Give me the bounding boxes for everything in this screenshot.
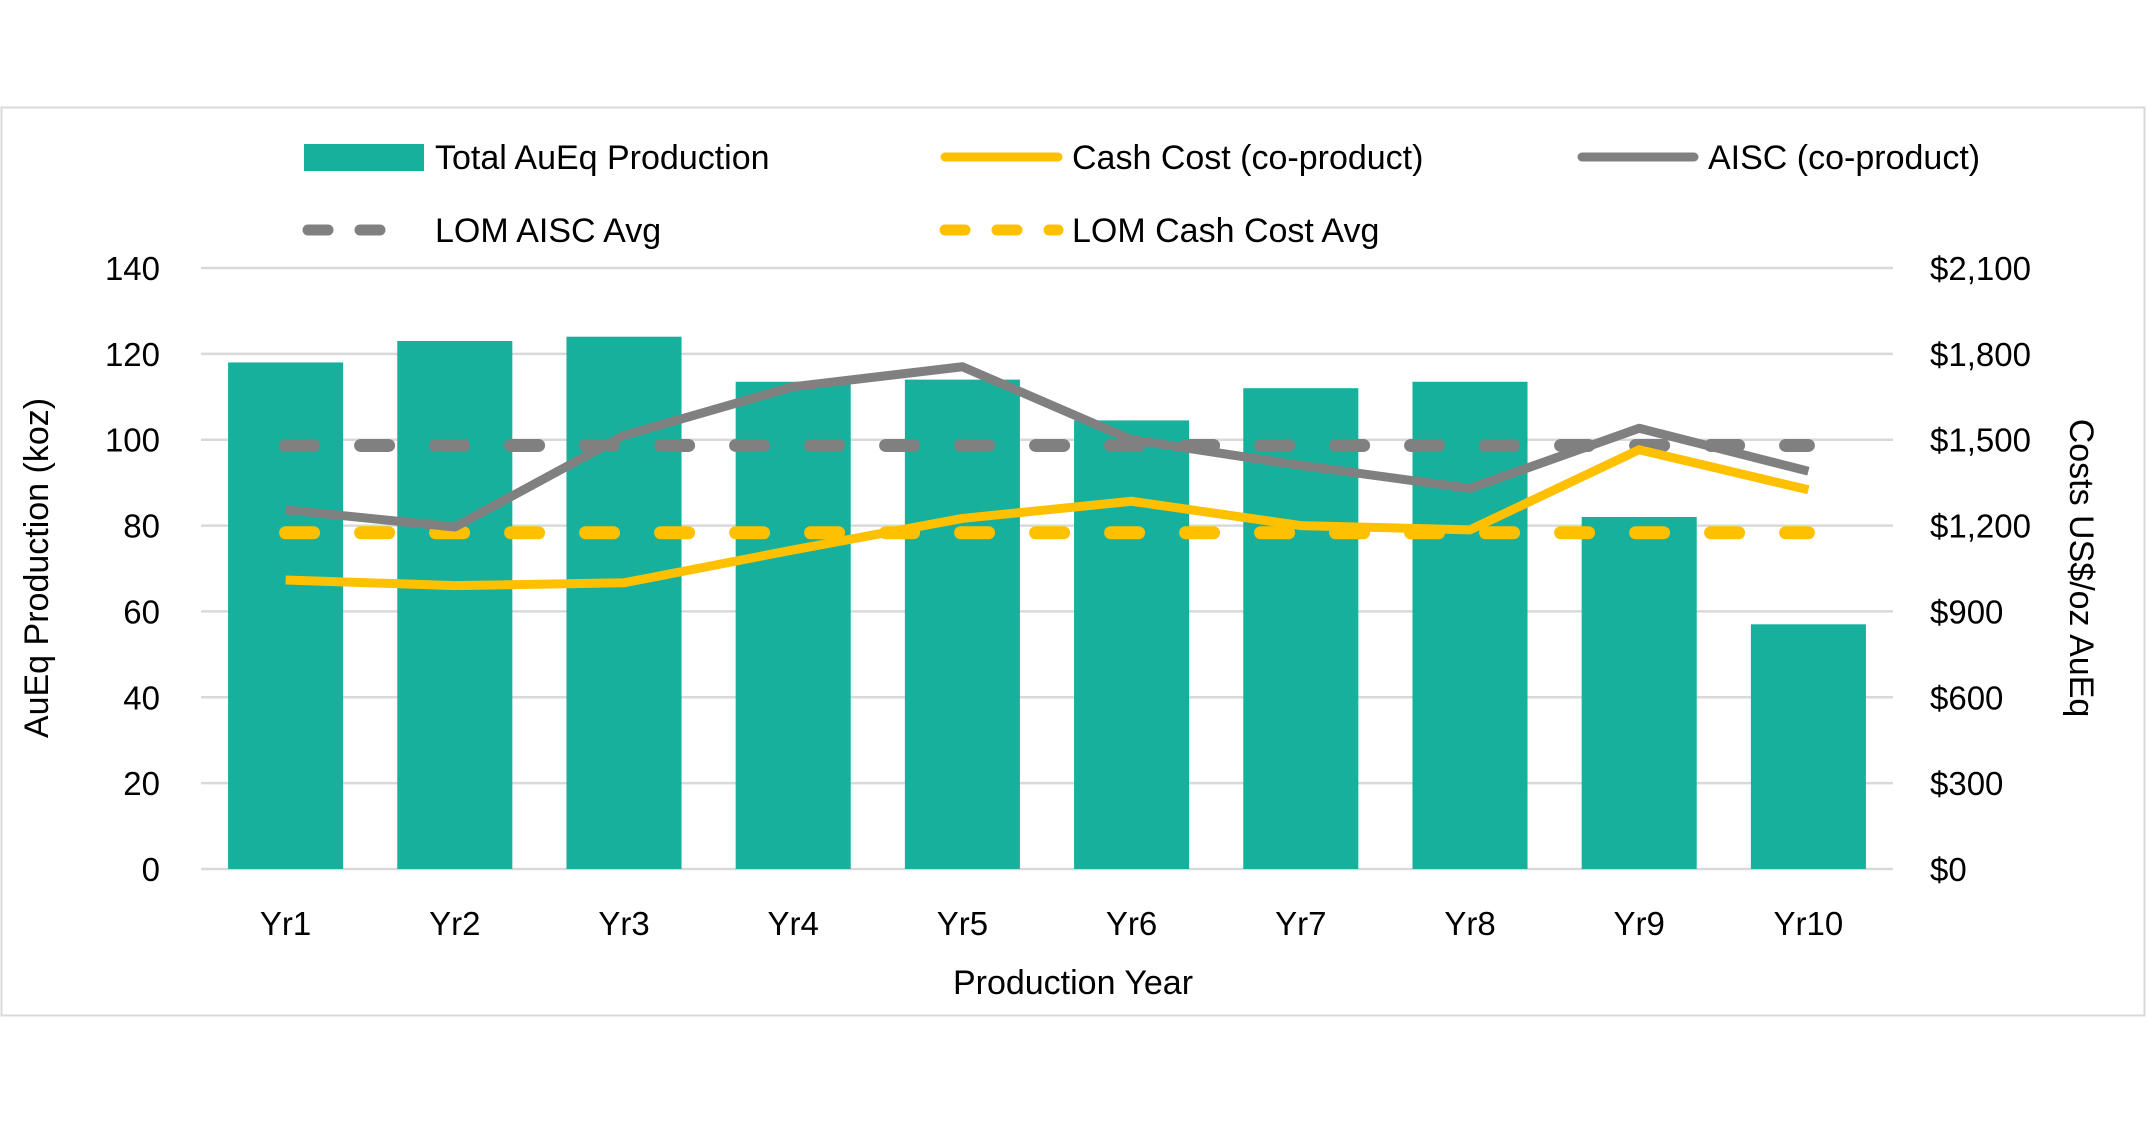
y-tick-label: 0	[142, 851, 160, 888]
x-tick-label: Yr5	[937, 905, 988, 942]
bar-yr1	[228, 362, 343, 869]
y2-tick-label: $0	[1930, 851, 1967, 888]
y2-tick-label: $1,500	[1930, 422, 2031, 459]
y2-tick-label: $1,800	[1930, 336, 2031, 373]
x-tick-label: Yr10	[1774, 905, 1844, 942]
legend-label-aisc: AISC (co-product)	[1708, 139, 1980, 177]
legend-label-lom-aisc: LOM AISC Avg	[435, 212, 661, 250]
bar-yr10	[1751, 624, 1866, 869]
bar-yr2	[397, 341, 512, 869]
legend-label-cash-cost: Cash Cost (co-product)	[1072, 139, 1423, 177]
x-tick-label: Yr8	[1444, 905, 1495, 942]
bar-yr3	[566, 337, 681, 869]
x-tick-label: Yr6	[1106, 905, 1157, 942]
y2-axis-title: Costs US$/oz AuEq	[2062, 419, 2100, 718]
y-tick-label: 40	[123, 679, 160, 716]
x-tick-label: Yr1	[260, 905, 311, 942]
x-tick-label: Yr4	[768, 905, 819, 942]
x-tick-label: Yr3	[598, 905, 649, 942]
bar-yr5	[905, 380, 1020, 869]
bar-yr9	[1582, 517, 1697, 869]
bar-yr8	[1412, 382, 1527, 869]
legend-swatch-production	[304, 144, 424, 171]
legend-label-production: Total AuEq Production	[435, 139, 770, 177]
y-tick-label: 80	[123, 508, 160, 545]
legend-label-lom-cash: LOM Cash Cost Avg	[1072, 212, 1379, 250]
x-tick-label: Yr9	[1614, 905, 1665, 942]
bar-yr6	[1074, 420, 1189, 869]
x-tick-label: Yr2	[429, 905, 480, 942]
x-axis-title: Production Year	[953, 964, 1193, 1002]
y-tick-label: 20	[123, 765, 160, 802]
x-tick-label: Yr7	[1275, 905, 1326, 942]
y-tick-label: 100	[105, 422, 160, 459]
y2-tick-label: $600	[1930, 679, 2003, 716]
y-tick-label: 120	[105, 336, 160, 373]
y-tick-label: 60	[123, 593, 160, 630]
bar-yr4	[736, 382, 851, 869]
y-tick-label: 140	[105, 250, 160, 287]
y2-tick-label: $1,200	[1930, 508, 2031, 545]
y-axis-title: AuEq Production (koz)	[18, 398, 56, 738]
y2-tick-label: $2,100	[1930, 250, 2031, 287]
y2-tick-label: $300	[1930, 765, 2003, 802]
y2-tick-label: $900	[1930, 593, 2003, 630]
